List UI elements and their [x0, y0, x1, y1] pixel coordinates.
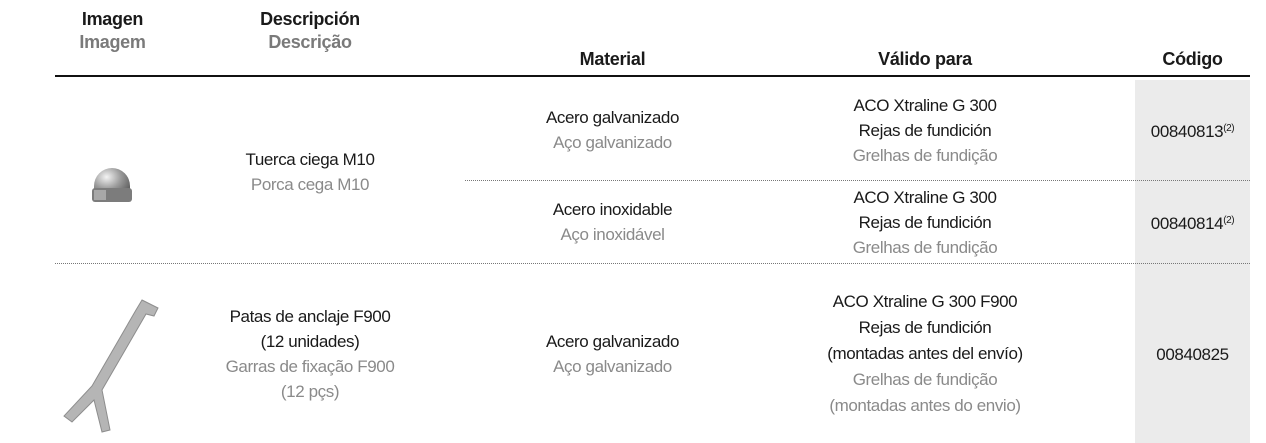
- valid-es: ACO Xtraline G 300: [853, 187, 997, 207]
- description-es: Tuerca ciega M10: [245, 149, 375, 169]
- header-valid: Válido para: [878, 49, 972, 69]
- header-material: Material: [579, 49, 646, 69]
- code-cell: 00840813(2): [1135, 80, 1250, 180]
- row-divider: [55, 263, 1250, 264]
- material-cell: Acero inoxidable Aço inoxidável: [470, 181, 755, 263]
- anchor-clip-image: [63, 299, 159, 433]
- material-cell: Acero galvanizado Aço galvanizado: [470, 265, 755, 443]
- header-code: Código: [1162, 49, 1223, 69]
- material-cell: Acero galvanizado Aço galvanizado: [470, 80, 755, 180]
- material-pt: Aço galvanizado: [553, 357, 672, 376]
- code-note: (2): [1223, 123, 1235, 134]
- valid-es: (montadas antes del envío): [827, 344, 1023, 363]
- code-number: 00840813: [1150, 122, 1224, 141]
- valid-cell: ACO Xtraline G 300 F900 Rejas de fundici…: [770, 265, 1080, 443]
- row-divider: [465, 180, 1250, 181]
- code: 00840814(2): [1150, 208, 1235, 236]
- valid-es: Rejas de fundición: [858, 120, 992, 140]
- cap-nut-image: [92, 168, 132, 202]
- description-pt: (12 pçs): [280, 382, 340, 401]
- description-pt: Porca cega M10: [250, 174, 370, 194]
- description-es: (12 unidades): [260, 332, 360, 351]
- code-note: (2): [1223, 215, 1235, 226]
- material-es: Acero galvanizado: [545, 108, 680, 127]
- header-pt: Descrição: [268, 32, 352, 52]
- header-rule: [55, 75, 1250, 77]
- header-pt: Imagem: [79, 32, 146, 52]
- code-cell: 00840814(2): [1135, 181, 1250, 263]
- header-description: Descripción Descrição: [200, 8, 420, 54]
- valid-es: Rejas de fundición: [858, 212, 992, 232]
- code: 00840813(2): [1150, 116, 1235, 144]
- description-pt: Garras de fixação F900: [225, 357, 395, 376]
- header-es: Imagen: [81, 9, 144, 29]
- valid-cell: ACO Xtraline G 300 Rejas de fundición Gr…: [770, 181, 1080, 263]
- header-es: Descripción: [260, 9, 360, 29]
- code-cell: 00840825: [1135, 265, 1250, 443]
- description-es: Patas de anclaje F900: [229, 307, 391, 326]
- valid-es: ACO Xtraline G 300: [853, 95, 997, 115]
- material-es: Acero inoxidable: [552, 200, 673, 219]
- valid-pt: Grelhas de fundição: [852, 237, 998, 257]
- code: 00840825: [1156, 344, 1229, 364]
- valid-pt: (montadas antes do envio): [829, 396, 1021, 415]
- valid-es: Rejas de fundición: [858, 318, 992, 337]
- valid-pt: Grelhas de fundição: [852, 370, 998, 389]
- valid-pt: Grelhas de fundição: [852, 145, 998, 165]
- material-pt: Aço galvanizado: [553, 133, 672, 152]
- header-image: Imagen Imagem: [55, 8, 170, 54]
- material-es: Acero galvanizado: [545, 332, 680, 351]
- description-cell: Patas de anclaje F900 (12 unidades) Garr…: [200, 265, 420, 443]
- code-column-bg: [1135, 80, 1250, 443]
- valid-cell: ACO Xtraline G 300 Rejas de fundición Gr…: [770, 80, 1080, 180]
- material-pt: Aço inoxidável: [560, 225, 665, 244]
- code-number: 00840814: [1150, 214, 1224, 233]
- description-cell: Tuerca ciega M10 Porca cega M10: [200, 80, 420, 263]
- valid-es: ACO Xtraline G 300 F900: [832, 292, 1018, 311]
